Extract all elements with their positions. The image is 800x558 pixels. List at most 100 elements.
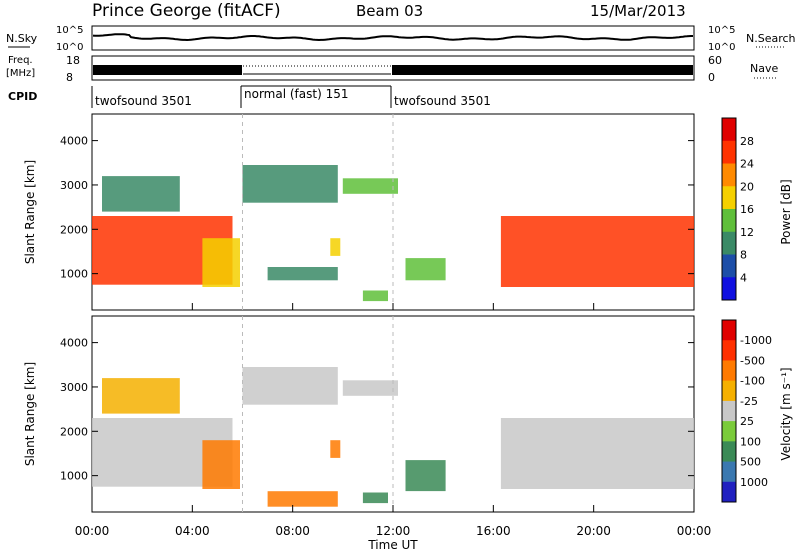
search-tick-bottom: 10^0 (708, 42, 735, 53)
velocity-region-5 (267, 491, 338, 507)
power-marks (92, 114, 694, 310)
power-cbar-seg-8 (722, 277, 736, 301)
velocity-region-3 (202, 440, 240, 489)
freq-label-line1: Freq. (8, 55, 33, 66)
power-region-7 (342, 178, 398, 194)
cpid-panel: CPID twofsound 3501 normal (fast) 151 tw… (8, 85, 491, 108)
velocity-cbar-seg-3 (722, 360, 736, 382)
velocity-region-7 (342, 380, 398, 396)
search-label: N.Search (746, 32, 796, 45)
power-cbar-tick-2: 8 (740, 249, 747, 262)
sky-noise-trace (92, 33, 693, 42)
velocity-marks (92, 316, 694, 512)
velocity-panel: 1000 2000 3000 4000 Slant Range [km] 1000 50… (23, 315, 793, 513)
power-region-6 (330, 238, 341, 256)
velocity-colorbar: 1000 500 100 25 -25 -100 -500 -1000 (721, 319, 772, 503)
velocity-cbar-seg-5 (722, 400, 736, 422)
power-cbar-tick-1: 4 (740, 271, 747, 284)
sky-panel: N.Sky 10^5 10^0 10^5 10^0 N.Search (6, 25, 796, 53)
power-cbar-tick-5: 20 (740, 180, 754, 193)
power-region-10 (500, 216, 694, 287)
velocity-ytick-label-3: 3000 (60, 381, 88, 394)
power-cbar-tick-4: 16 (740, 203, 754, 216)
station-title: Prince George (fitACF) (92, 1, 281, 21)
velocity-y-axis: 1000 2000 3000 4000 (60, 337, 694, 483)
velocity-cbar-tick-4: 25 (740, 415, 754, 428)
power-cbar-tick-6: 24 (740, 158, 754, 171)
velocity-region-6 (330, 440, 341, 458)
power-colorbar-label: Power [dB] (779, 179, 793, 244)
cpid-label: CPID (8, 90, 37, 103)
sky-tick-top: 10^5 (56, 25, 83, 36)
velocity-cbar-tick-7: -500 (740, 354, 765, 367)
power-region-4 (242, 165, 338, 203)
search-tick-top: 10^5 (708, 25, 735, 36)
freq-bar-right (392, 65, 693, 75)
freq-label-line2: [MHz] (6, 68, 35, 79)
cpid-segment-1: twofsound 3501 (95, 94, 192, 108)
freq-tick-bottom: 8 (66, 71, 73, 84)
velocity-cbar-seg-6 (722, 421, 736, 442)
cpid-segment-2: normal (fast) 151 (244, 87, 348, 101)
time-axis-label: Time UT (367, 538, 418, 552)
velocity-cbar-frame (721, 319, 737, 503)
date-title: 15/Mar/2013 (590, 2, 686, 20)
power-cbar-seg-6 (722, 231, 736, 255)
power-region-8 (362, 290, 388, 302)
power-ylabel: Slant Range [km] (23, 160, 37, 264)
velocity-cbar-seg-1 (722, 320, 736, 341)
power-cbar-frame (721, 117, 737, 301)
power-cbar-tick-3: 12 (740, 226, 754, 239)
velocity-cbar-seg-7 (722, 441, 736, 463)
power-cbar-seg-4 (722, 186, 736, 210)
velocity-cbar-tick-8: -1000 (740, 334, 772, 347)
power-ytick-label-4: 4000 (60, 135, 88, 148)
power-region-3 (202, 238, 240, 287)
power-cbar-seg-3 (722, 163, 736, 187)
velocity-cbar-seg-9 (722, 481, 736, 503)
velocity-ytick-label-4: 4000 (60, 337, 88, 350)
sky-tick-bottom: 10^0 (56, 42, 83, 53)
xtick-label-1: 00:00 (75, 524, 110, 538)
power-cbar-seg-2 (722, 140, 736, 164)
velocity-cbar-seg-8 (722, 461, 736, 483)
nave-tick-top: 60 (708, 54, 722, 67)
xtick-label-3: 08:00 (275, 524, 310, 538)
velocity-region-2 (102, 378, 180, 414)
xtick-label-7: 00:00 (677, 524, 712, 538)
power-ytick-label-2: 2000 (60, 223, 88, 236)
power-cbar-tick-7: 28 (740, 135, 754, 148)
power-colorbar: 4 8 12 16 20 24 28 (721, 117, 754, 301)
nave-tick-bottom: 0 (708, 71, 715, 84)
velocity-cbar-seg-2 (722, 340, 736, 361)
time-axis: 00:00 04:00 08:00 12:00 16:00 20:00 00:00 (75, 303, 712, 538)
power-y-axis: 1000 2000 3000 4000 (60, 135, 694, 281)
power-ytick-label-1: 1000 (60, 268, 88, 281)
velocity-cbar-seg-4 (722, 380, 736, 402)
nave-label: Nave (750, 62, 778, 75)
xtick-label-6: 20:00 (576, 524, 611, 538)
power-region-2 (102, 176, 180, 212)
cpid-segment-3: twofsound 3501 (394, 94, 491, 108)
velocity-region-9 (405, 460, 446, 492)
velocity-ytick-label-2: 2000 (60, 425, 88, 438)
power-panel: 1000 2000 3000 4000 Slant Range [km] 4 8 12 16… (23, 113, 793, 311)
power-region-9 (405, 258, 446, 281)
xtick-label-5: 16:00 (476, 524, 511, 538)
power-cbar-seg-7 (722, 254, 736, 278)
power-cbar-seg-1 (722, 118, 736, 142)
velocity-cbar-tick-1: 1000 (740, 476, 768, 489)
beam-title: Beam 03 (356, 2, 423, 20)
freq-tick-top: 18 (66, 54, 80, 67)
velocity-region-10 (500, 418, 694, 489)
xtick-label-4: 12:00 (376, 524, 411, 538)
power-region-5 (267, 267, 338, 281)
velocity-cbar-tick-2: 500 (740, 456, 761, 469)
velocity-cbar-tick-3: 100 (740, 435, 761, 448)
power-ytick-label-3: 3000 (60, 179, 88, 192)
velocity-ylabel: Slant Range [km] (23, 362, 37, 466)
sky-label: N.Sky (6, 32, 38, 45)
freq-panel: Freq. [MHz] 18 8 60 0 Nave (6, 54, 778, 84)
velocity-cbar-tick-6: -100 (740, 375, 765, 388)
